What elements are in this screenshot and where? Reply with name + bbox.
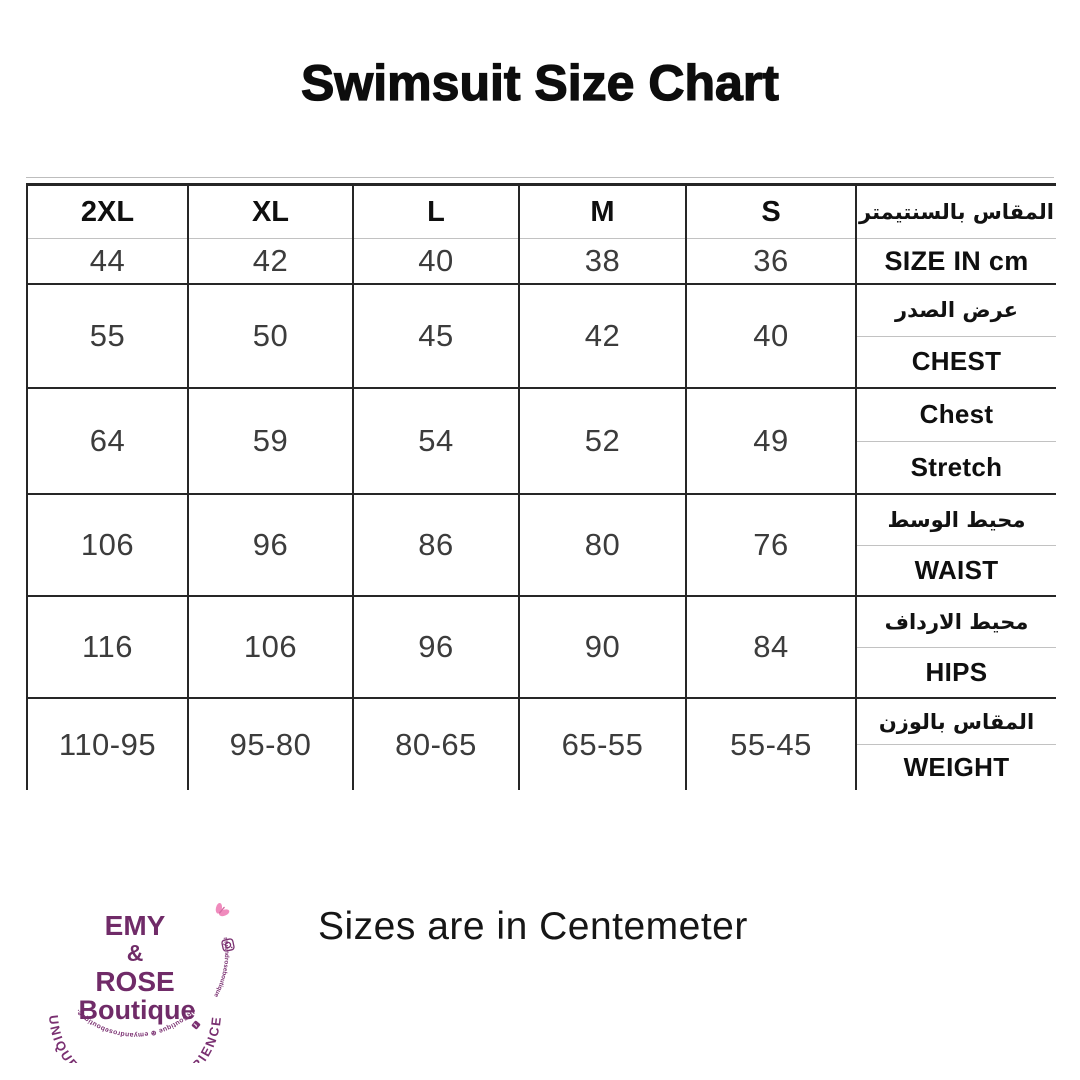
value-cell: 65-55 (520, 699, 687, 790)
instagram-icon (221, 938, 235, 952)
size-cm-value: 44 (89, 243, 126, 279)
row-label-cell: Chest Stretch (857, 389, 1056, 493)
value-cell: 110-95 (28, 699, 189, 790)
row-label-english: SIZE IN cm (884, 245, 1029, 276)
size-cell: 2XL 44 (28, 186, 189, 283)
row-label-cell: محيط الوسط WAIST (857, 495, 1056, 595)
logo-line-rose: ROSE (95, 966, 174, 997)
column-header: M (520, 186, 685, 240)
value-cell: 54 (354, 389, 520, 493)
value-cell: 59 (189, 389, 354, 493)
value-cell: 55-45 (687, 699, 857, 790)
value-cell: 40 (687, 285, 857, 387)
size-cm-value: 36 (753, 243, 789, 279)
column-header: 2XL (28, 186, 187, 240)
row-label-arabic: محيط الوسط (857, 495, 1056, 546)
value-cell: 80-65 (354, 699, 520, 790)
value-cell: 80 (520, 495, 687, 595)
table-row-chest-stretch: 64 59 54 52 49 Chest Stretch (28, 389, 1056, 495)
row-label-arabic: المقاس بالسنتيمتر (857, 186, 1056, 240)
column-header: S (687, 186, 855, 240)
value-cell: 96 (354, 597, 520, 697)
table-row-sizes: 2XL 44 XL 42 L 40 M 38 S 36 المقاس بالسن… (28, 186, 1056, 285)
column-header: XL (189, 186, 352, 240)
table-row-chest: 55 50 45 42 40 عرض الصدر CHEST (28, 285, 1056, 389)
row-label-english: WAIST (914, 554, 999, 585)
brand-logo: UNIQUE SHOPPING EXPERIENCE EMY & ROSE Bo… (35, 853, 235, 1063)
value-cell: 64 (28, 389, 189, 493)
logo-line-amp: & (127, 940, 144, 966)
value-cell: 86 (354, 495, 520, 595)
row-label-cell: المقاس بالوزن WEIGHT (857, 699, 1056, 790)
value-cell: 96 (189, 495, 354, 595)
value-cell: 76 (687, 495, 857, 595)
row-label-arabic: عرض الصدر (857, 285, 1056, 337)
value-cell: 50 (189, 285, 354, 387)
value-cell: 42 (520, 285, 687, 387)
logo-line-emy: EMY (105, 910, 166, 941)
size-cell: XL 42 (189, 186, 354, 283)
row-label-arabic: محيط الارداف (857, 597, 1056, 648)
value-cell: 116 (28, 597, 189, 697)
value-cell: 84 (687, 597, 857, 697)
value-cell: 95-80 (189, 699, 354, 790)
value-cell: 45 (354, 285, 520, 387)
logo-line-boutique: Boutique (79, 995, 196, 1025)
column-header: L (354, 186, 518, 240)
size-cm-value: 40 (418, 243, 454, 279)
row-label-english: Stretch (910, 451, 1003, 482)
table-top-faint-line (26, 177, 1054, 178)
svg-text:f: f (191, 1022, 198, 1028)
row-label-arabic: المقاس بالوزن (857, 699, 1056, 745)
size-cm-value: 42 (252, 243, 289, 279)
table-row-waist: 106 96 86 80 76 محيط الوسط WAIST (28, 495, 1056, 597)
size-cell: S 36 (687, 186, 857, 283)
row-label-english: Chest (857, 389, 1056, 442)
value-cell: 90 (520, 597, 687, 697)
value-cell: 106 (189, 597, 354, 697)
row-label-english: CHEST (911, 346, 1002, 377)
size-cm-value: 38 (584, 243, 621, 279)
page-title: Swimsuit Size Chart (300, 54, 779, 111)
row-label-cell: محيط الارداف HIPS (857, 597, 1056, 697)
value-cell: 52 (520, 389, 687, 493)
value-cell: 49 (687, 389, 857, 493)
row-label-english: HIPS (925, 656, 988, 687)
value-cell: 55 (28, 285, 189, 387)
size-cell: M 38 (520, 186, 687, 283)
table-row-hips: 116 106 96 90 84 محيط الارداف HIPS (28, 597, 1056, 699)
row-label-cell: عرض الصدر CHEST (857, 285, 1056, 387)
size-table: 2XL 44 XL 42 L 40 M 38 S 36 المقاس بالسن… (26, 183, 1056, 790)
table-row-weight: 110-95 95-80 80-65 65-55 55-45 المقاس با… (28, 699, 1056, 790)
size-cell: L 40 (354, 186, 520, 283)
units-note: Sizes are in Centemeter (318, 905, 748, 948)
butterfly-icon (215, 902, 230, 917)
row-label-english: WEIGHT (903, 752, 1010, 782)
value-cell: 106 (28, 495, 189, 595)
facebook-icon: f (191, 1020, 201, 1030)
row-label-cell: المقاس بالسنتيمتر SIZE IN cm (857, 186, 1056, 283)
